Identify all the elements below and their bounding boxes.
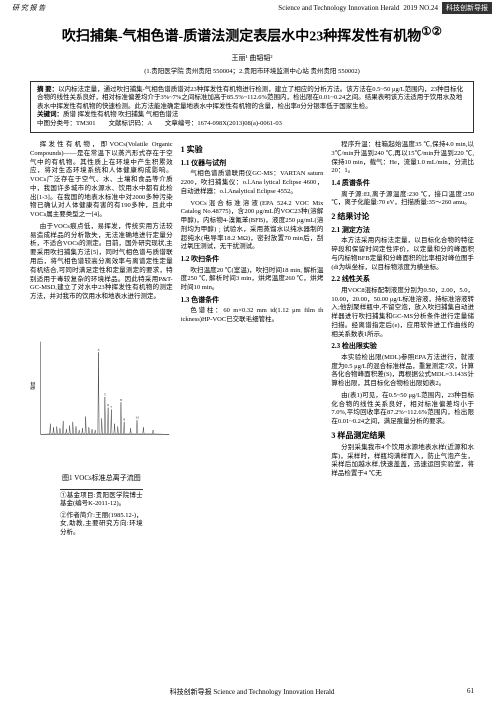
docmark: 文献标识码：A [109, 120, 152, 127]
footnote-block: ①基金项目:贵阳医学院博士基金(编号K-2011-12)。 ②作者简介:王丽(1… [60, 489, 143, 537]
s1-2-heading: 1.2 吹扫条件 [181, 255, 324, 264]
page-number: 61 [467, 687, 474, 695]
header-issue: 2019 NO.24 [403, 4, 438, 12]
svg-text:13: 13 [135, 415, 139, 419]
s1-2-p: 吹扫温度20 ℃(室温)，吹扫时间18 min, 解析温度250 ℃, 解析时间… [181, 267, 324, 293]
s1-3-heading: 1.3 色谱条件 [181, 296, 324, 305]
intro-p1: 挥发性有机物，即VOCs(Volatile Organic Compounds)… [30, 141, 173, 220]
affiliation: (1.贵阳医学院 贵州贵阳 550004；2.贵阳市环境监测中心站 贵州贵阳 5… [40, 65, 464, 75]
s2-heading: 2 结果讨论 [331, 212, 474, 223]
content-columns: 挥发性有机物，即VOCs(Volatile Organic Compounds)… [0, 141, 504, 540]
article-title: 吹扫捕集-气相色谱-质谱法测定表层水中23种挥发性有机物①② [40, 24, 464, 47]
s2-1-p: 本方法采用内标法定量，以目标化合物的特征碎段和保留时间定性评价，以定量和分的峰面… [331, 237, 474, 272]
s2-2-heading: 2.2 线性关系 [331, 275, 474, 284]
svg-text:5: 5 [104, 392, 106, 396]
header-journal-en: Science and Technology Innovation Herald [278, 4, 399, 12]
s1-3-p2: 程序升温：柱箱起始温度35 ℃,保持4.0 min,以3℃/min升温到240 … [331, 141, 474, 176]
s1-3-p: 色谱柱：60 m×0.32 mm id(1.12 μm film th ickn… [181, 307, 324, 325]
header-right: Science and Technology Innovation Herald… [278, 2, 492, 14]
figure1-caption: 图1 VOCs标准总离子流图 [30, 474, 173, 483]
keywords-text: 质谱 挥发性有机物 吹扫捕集 气相色谱法 [63, 111, 178, 118]
s1-1-p2: VOCs混合标准溶液(EPA 524.2 VOC Mix Catalog No.… [181, 200, 324, 253]
abstract-label: 摘 要： [37, 86, 58, 93]
authors: 王丽¹ 曲韬韬² [40, 53, 464, 63]
footnote2: ②作者简介:王丽(1985.12-)，女,助教,主要研究方向:环境分析。 [60, 512, 143, 537]
header-badge: 科技创新导报 [442, 2, 492, 14]
s2-3-heading: 2.3 检出限实验 [331, 342, 474, 351]
svg-text:6: 6 [107, 403, 109, 407]
s1-1-heading: 1.1 仪器与试剂 [181, 159, 324, 168]
s3-heading: 3 样品测定结果 [331, 431, 474, 442]
s1-heading: 1 实验 [181, 145, 324, 156]
col1: 挥发性有机物，即VOCs(Volatile Organic Compounds)… [30, 141, 173, 540]
header-bar: 研 究 报 告 Science and Technology Innovatio… [0, 0, 504, 16]
footer-bar: 科技创新导报 Science and Technology Innovation… [0, 683, 504, 701]
col3: 程序升温：柱箱起始温度35 ℃,保持4.0 min,以3℃/min升温到240 … [331, 141, 474, 540]
title-text: 吹扫捕集-气相色谱-质谱法测定表层水中23种挥发性有机物 [62, 30, 421, 45]
svg-text:9: 9 [123, 417, 125, 421]
svg-text:7: 7 [110, 405, 112, 409]
s3-p: 分别采集我市4个饮用水源地表水样(近源和水库)，采样时，样瓶均满样而入，防止气泡… [331, 444, 474, 479]
footnote1: ①基金项目:贵阳医学院博士基金(编号K-2011-12)。 [60, 492, 143, 509]
s2-3-p2: 由(表1)可见，在0.5~50 μg/L范围内，23种目标化合物的线性关系良好，… [331, 392, 474, 427]
svg-text:3: 3 [98, 348, 100, 352]
intro-p2: 由于VOCs痕点低，易挥发，传统实用方法较易造成样品的分析散失，无法准确地进行定… [30, 223, 173, 302]
page-root: 研 究 报 告 Science and Technology Innovatio… [0, 0, 504, 701]
keywords-label: 关键词： [37, 111, 63, 118]
classnum: 中图分类号：TM301 [37, 120, 96, 127]
title-sup: ①② [421, 25, 442, 38]
svg-text:8: 8 [120, 398, 122, 402]
s2-2-p: 用VOC8混标配制液度分别为0.50，2.00，5.0，10.00，20.00，… [331, 287, 474, 340]
s2-1-heading: 2.1 测定方法 [331, 226, 474, 235]
s1-4-p: 离子源:EI,离子源温度:230 ℃，接口温度:250 ℃，离子化能量:70 e… [331, 191, 474, 209]
y-axis-label: 强度 [30, 381, 36, 390]
col2: 1 实验 1.1 仪器与试剂 气相色谱质谱联用仪GC-MS：VARTAN sat… [181, 141, 324, 540]
header-left: 研 究 报 告 [12, 3, 45, 13]
s1-1-p1: 气相色谱质谱联用仪GC-MS：VARTAN saturn 2200，吹扫捕集仪：… [181, 170, 324, 196]
chromatogram-chart: 3 5 67 8 9 13 强度 [30, 308, 173, 468]
s2-3-p: 本实验检出限(MDL)参照EPA方法进行，就液度为0.5 μg/L的混合标准样品… [331, 354, 474, 389]
abstract-box: 摘 要：以内标法定量，通过吹扫捕集-气相色谱质谱对23种挥发性有机物进行检测，建… [30, 81, 474, 133]
footer-text: 科技创新导报 Science and Technology Innovation… [170, 688, 335, 696]
figure1-container: 3 5 67 8 9 13 强度 图1 VOCs标准总离子流图 [30, 308, 173, 483]
abstract-text: 以内标法定量，通过吹扫捕集-气相色谱质谱对23种挥发性有机物进行检测，建立了相应… [37, 86, 463, 110]
s1-4-heading: 1.4 质谱条件 [331, 179, 474, 188]
articleid: 文章编号：1674-098X(2013)08(a)-0061-03 [165, 120, 282, 127]
